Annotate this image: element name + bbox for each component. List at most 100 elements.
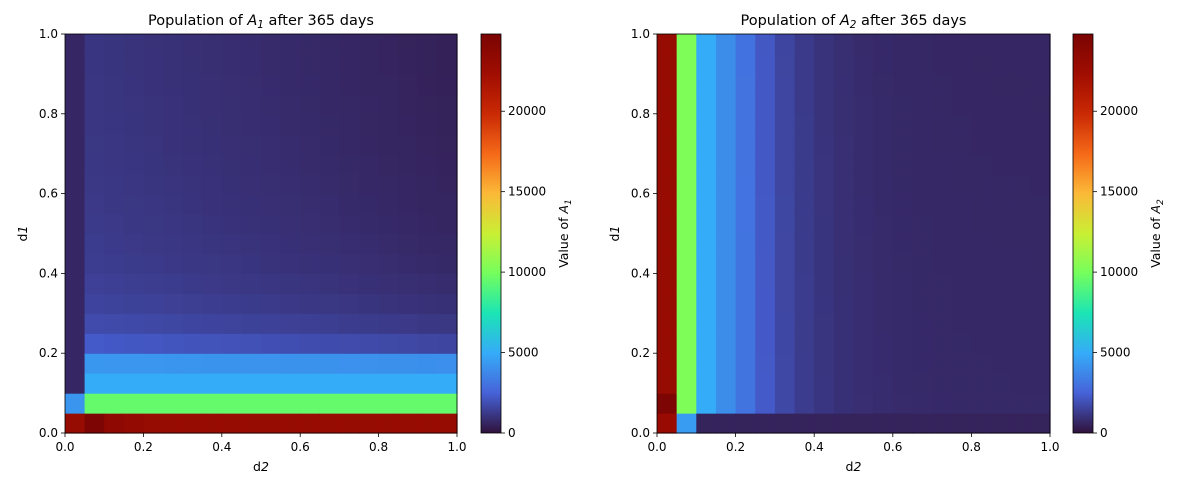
- heatmap-cell: [104, 313, 125, 334]
- heatmap-cell: [65, 93, 86, 115]
- heatmap-cell: [892, 153, 914, 175]
- heatmap-cell: [873, 213, 894, 235]
- heatmap-cell: [65, 273, 86, 294]
- heatmap-cell: [991, 373, 1012, 394]
- heatmap-cell: [104, 353, 125, 374]
- heatmap-cell: [300, 413, 321, 434]
- heatmap-cell: [794, 413, 815, 434]
- heatmap-cell: [774, 193, 796, 215]
- heatmap-cell: [123, 213, 144, 235]
- x-tick-label: 0.6: [291, 440, 310, 454]
- heatmap-cell: [814, 93, 835, 115]
- heatmap-cell: [417, 153, 438, 175]
- heatmap-cell: [657, 333, 678, 354]
- heatmap-cell: [417, 293, 438, 314]
- heatmap-cell: [1010, 293, 1031, 314]
- heatmap-cell: [873, 333, 894, 354]
- chart-title: Population of A1 after 365 days: [148, 13, 374, 31]
- y-tick-label: 0.8: [631, 107, 650, 121]
- heatmap-cell: [280, 353, 301, 374]
- heatmap-cell: [65, 233, 86, 255]
- heatmap-cell: [359, 113, 380, 135]
- heatmap-cell: [221, 393, 242, 414]
- heatmap-cell: [123, 373, 144, 394]
- heatmap-cell: [359, 53, 380, 75]
- heatmap-cell: [735, 273, 756, 294]
- heatmap-cell: [261, 193, 282, 215]
- heatmap-cell: [971, 153, 992, 175]
- heatmap-cell: [657, 173, 678, 195]
- heatmap-cell: [794, 173, 815, 195]
- heatmap-cell: [437, 353, 458, 374]
- heatmap-cell: [359, 373, 380, 394]
- heatmap-cell: [794, 93, 815, 115]
- y-tick-label: 0.4: [631, 266, 650, 280]
- heatmap-cell: [873, 73, 894, 95]
- heatmap-cell: [143, 133, 164, 155]
- heatmap-cell: [241, 34, 262, 55]
- heatmap-cell: [84, 153, 105, 175]
- heatmap-cell: [241, 253, 262, 274]
- heatmap-cell: [339, 153, 360, 175]
- heatmap-cell: [991, 333, 1012, 354]
- heatmap-cell: [221, 193, 242, 215]
- heatmap-cell: [1030, 413, 1051, 434]
- heatmap-cell: [143, 253, 164, 274]
- heatmap-cell: [676, 113, 697, 135]
- heatmap-cell: [676, 413, 697, 434]
- heatmap-cell: [359, 213, 380, 235]
- heatmap-cell: [241, 113, 262, 135]
- heatmap-cell: [65, 373, 86, 394]
- heatmap-cell: [853, 153, 874, 175]
- heatmap-cell: [123, 333, 144, 354]
- heatmap-cell: [280, 34, 301, 55]
- heatmap-cell: [971, 273, 992, 294]
- heatmap-cell: [417, 393, 438, 414]
- heatmap-cell: [437, 173, 458, 195]
- heatmap-cell: [143, 233, 164, 255]
- heatmap-cell: [696, 413, 717, 434]
- heatmap-cell: [814, 34, 835, 55]
- heatmap-cell: [755, 393, 776, 414]
- heatmap-cell: [300, 73, 321, 95]
- heatmap-cell: [657, 293, 678, 314]
- heatmap-cell: [951, 233, 972, 255]
- heatmap-cell: [814, 393, 835, 414]
- heatmap-cell: [378, 313, 399, 334]
- heatmap-cell: [1030, 253, 1051, 274]
- heatmap-cell: [873, 293, 894, 314]
- heatmap-cell: [892, 53, 914, 75]
- axes-frame: [656, 33, 1051, 434]
- heatmap-cell: [241, 333, 262, 354]
- heatmap-cell: [873, 393, 894, 414]
- heatmap-cell: [696, 34, 717, 55]
- heatmap-cell: [833, 133, 855, 155]
- heatmap-cell: [104, 93, 125, 115]
- heatmap-cell: [853, 253, 874, 274]
- heatmap-cell: [991, 313, 1012, 334]
- heatmap-cell: [280, 373, 301, 394]
- heatmap-cell: [853, 34, 874, 55]
- heatmap-cell: [163, 73, 184, 95]
- heatmap-cell: [833, 393, 855, 414]
- heatmap-cell: [657, 53, 678, 75]
- heatmap-cell: [951, 133, 972, 155]
- heatmap-cell: [912, 273, 933, 294]
- heatmap-cell: [853, 193, 874, 215]
- heatmap-cell: [104, 193, 125, 215]
- heatmap-cell: [814, 213, 835, 235]
- heatmap-cell: [774, 153, 796, 175]
- heatmap-cell: [437, 153, 458, 175]
- heatmap-cell: [163, 173, 184, 195]
- heatmap-cell: [378, 193, 399, 215]
- heatmap-cell: [853, 133, 874, 155]
- heatmap-cell: [359, 153, 380, 175]
- heatmap-cell: [123, 173, 144, 195]
- heatmap-cell: [143, 34, 164, 55]
- heatmap-cell: [1030, 73, 1051, 95]
- heatmap-cell: [892, 173, 914, 195]
- heatmap-cell: [735, 34, 756, 55]
- heatmap-cell: [143, 213, 164, 235]
- heatmap-cell: [892, 93, 914, 115]
- heatmap-cell: [1010, 373, 1031, 394]
